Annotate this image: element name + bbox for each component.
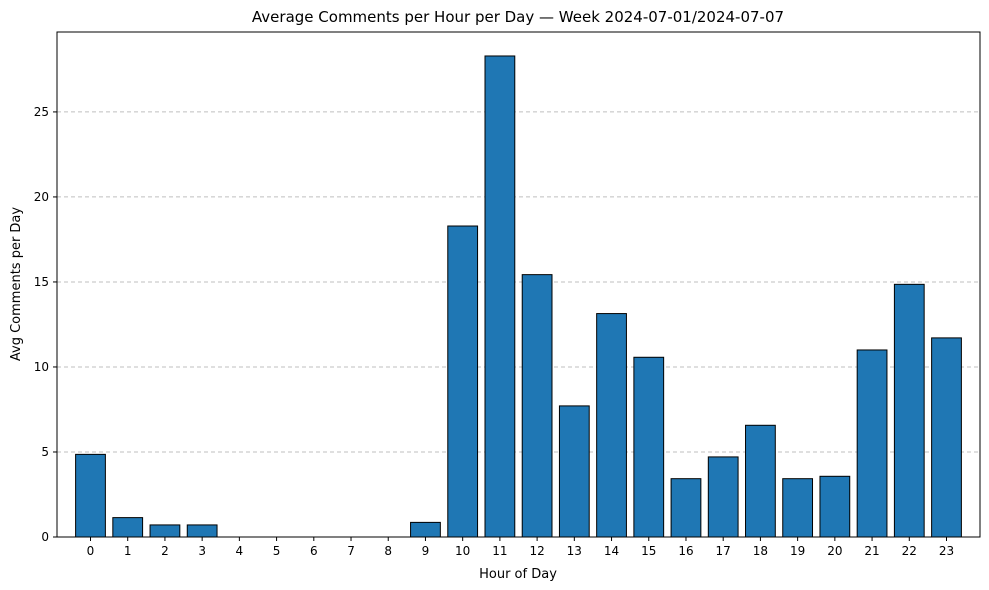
bar-hour-21 — [856, 349, 888, 538]
x-tick-label: 10 — [455, 544, 470, 558]
bar-hour-19 — [782, 478, 814, 538]
x-tick-label: 3 — [198, 544, 206, 558]
bar-hour-12 — [521, 274, 553, 538]
bar-hour-17 — [707, 456, 739, 538]
x-axis-label: Hour of Day — [479, 567, 557, 582]
x-tick-label: 1 — [124, 544, 132, 558]
y-tick-label: 0 — [41, 530, 49, 544]
x-tick-label: 16 — [678, 544, 693, 558]
bar-hour-22 — [893, 283, 925, 538]
bar-hour-1 — [112, 517, 144, 538]
x-tick-label: 21 — [864, 544, 879, 558]
x-tick-label: 17 — [716, 544, 731, 558]
x-tick-label: 0 — [87, 544, 95, 558]
bars — [75, 55, 962, 538]
x-tick-label: 7 — [347, 544, 355, 558]
y-tick-label: 20 — [34, 190, 49, 204]
x-tick-label: 15 — [641, 544, 656, 558]
bar-hour-11 — [484, 55, 516, 538]
x-tick-label: 12 — [529, 544, 544, 558]
plot-frame — [56, 31, 981, 538]
x-tick-label: 4 — [236, 544, 244, 558]
x-tick-label: 23 — [939, 544, 954, 558]
y-tick-label: 5 — [41, 445, 49, 459]
bar-hour-14 — [596, 313, 627, 538]
x-tick-label: 9 — [422, 544, 430, 558]
chart-title: Average Comments per Hour per Day — Week… — [252, 8, 784, 26]
bar-hour-16 — [670, 478, 702, 538]
bar-hour-13 — [558, 405, 590, 538]
x-tick-label: 5 — [273, 544, 281, 558]
y-tick-label: 10 — [34, 360, 49, 374]
x-tick-label: 22 — [902, 544, 917, 558]
bar-hour-3 — [186, 524, 218, 538]
y-axis: 0 5 10 15 20 25 — [34, 105, 57, 544]
x-tick-label: 11 — [492, 544, 507, 558]
bar-hour-10 — [447, 225, 479, 538]
bar-hour-23 — [931, 337, 962, 538]
y-tick-label: 25 — [34, 105, 49, 119]
x-axis: 0 1 2 3 4 5 6 7 8 9 10 11 12 13 14 15 16 17 18 19 20 21 22 23 — [87, 537, 954, 558]
x-tick-label: 6 — [310, 544, 318, 558]
x-tick-label: 2 — [161, 544, 169, 558]
bar-hour-9 — [410, 521, 441, 538]
x-tick-label: 14 — [604, 544, 619, 558]
bar-hour-0 — [75, 453, 106, 538]
bar-hour-18 — [745, 424, 776, 538]
x-tick-label: 18 — [753, 544, 768, 558]
y-axis-label: Avg Comments per Day — [9, 207, 24, 362]
bar-hour-20 — [819, 475, 851, 538]
x-tick-label: 20 — [827, 544, 842, 558]
gridlines — [57, 111, 980, 453]
bar-hour-2 — [149, 524, 181, 538]
bar-hour-15 — [633, 356, 665, 538]
x-tick-label: 8 — [384, 544, 392, 558]
x-tick-label: 19 — [790, 544, 805, 558]
x-tick-label: 13 — [567, 544, 582, 558]
y-tick-label: 15 — [34, 275, 49, 289]
